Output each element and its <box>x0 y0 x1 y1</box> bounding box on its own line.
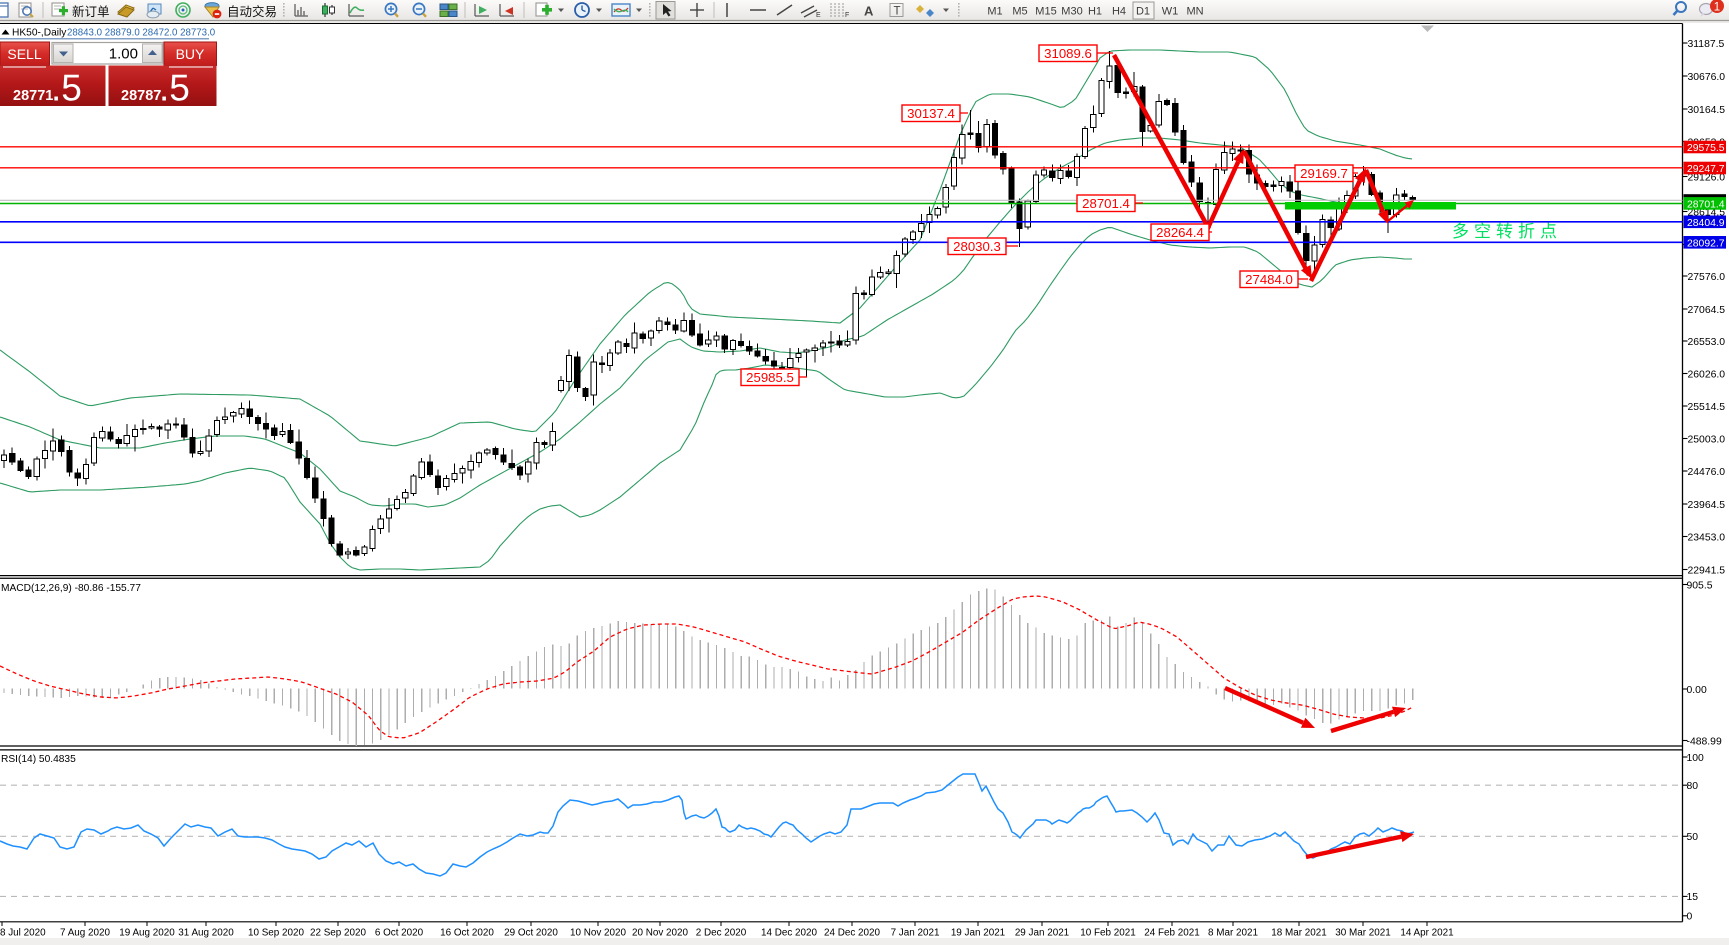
svg-text:30137.4: 30137.4 <box>907 106 955 121</box>
svg-text:8 Jul 2020: 8 Jul 2020 <box>0 928 46 939</box>
svg-text:27064.5: 27064.5 <box>1688 305 1726 316</box>
svg-text:HK50-,Daily: HK50-,Daily <box>12 28 67 39</box>
svg-text:28771: 28771 <box>13 88 53 104</box>
svg-text:自动交易: 自动交易 <box>227 4 277 19</box>
svg-text:30676.0: 30676.0 <box>1688 72 1726 83</box>
svg-text:24476.0: 24476.0 <box>1688 467 1726 478</box>
svg-text:100: 100 <box>1687 753 1705 764</box>
svg-text:新订单: 新订单 <box>72 4 110 19</box>
svg-text:MN: MN <box>1186 6 1203 18</box>
svg-text:905.5: 905.5 <box>1687 580 1713 591</box>
svg-text:80: 80 <box>1687 781 1699 792</box>
svg-text:F: F <box>845 12 849 19</box>
svg-text:15: 15 <box>1687 892 1699 903</box>
svg-text:29 Oct 2020: 29 Oct 2020 <box>504 928 558 939</box>
svg-text:26553.0: 26553.0 <box>1688 337 1726 348</box>
svg-text:28404.9: 28404.9 <box>1687 218 1725 229</box>
svg-text:28787: 28787 <box>121 88 161 104</box>
svg-text:29126.0: 29126.0 <box>1688 172 1726 183</box>
svg-text:28614.5: 28614.5 <box>1688 207 1726 218</box>
svg-text:0.00: 0.00 <box>1687 685 1707 696</box>
svg-text:10 Sep 2020: 10 Sep 2020 <box>248 928 305 939</box>
svg-text:多空转折点: 多空转折点 <box>1452 222 1562 241</box>
svg-text:28701.4: 28701.4 <box>1687 199 1725 210</box>
svg-text:SELL: SELL <box>7 46 41 62</box>
svg-text:1.00: 1.00 <box>109 46 138 63</box>
svg-text:30164.5: 30164.5 <box>1688 105 1726 116</box>
svg-text:-488.99: -488.99 <box>1687 736 1722 747</box>
svg-text:29 Jan 2021: 29 Jan 2021 <box>1015 928 1070 939</box>
svg-text:24 Feb 2021: 24 Feb 2021 <box>1144 928 1200 939</box>
svg-text:MACD(12,26,9) -80.86 -155.77: MACD(12,26,9) -80.86 -155.77 <box>1 583 141 594</box>
svg-text:H1: H1 <box>1088 6 1102 18</box>
svg-text:M15: M15 <box>1035 6 1056 18</box>
svg-text:M1: M1 <box>987 6 1002 18</box>
svg-text:20 Nov 2020: 20 Nov 2020 <box>632 928 689 939</box>
svg-text:29247.7: 29247.7 <box>1687 164 1725 175</box>
svg-text:27484.0: 27484.0 <box>1245 272 1293 287</box>
svg-text:M30: M30 <box>1061 6 1082 18</box>
svg-text:8 Mar 2021: 8 Mar 2021 <box>1208 928 1258 939</box>
svg-text:23453.0: 23453.0 <box>1688 532 1726 543</box>
svg-text:31187.5: 31187.5 <box>1688 39 1725 50</box>
svg-text:28701.4: 28701.4 <box>1082 196 1130 211</box>
svg-text:T: T <box>894 6 901 18</box>
svg-text:28264.4: 28264.4 <box>1156 225 1204 240</box>
svg-text:.5: .5 <box>159 68 190 109</box>
svg-text:19 Jan 2021: 19 Jan 2021 <box>951 928 1006 939</box>
svg-text:19 Aug 2020: 19 Aug 2020 <box>119 928 175 939</box>
svg-text:2 Dec 2020: 2 Dec 2020 <box>696 928 747 939</box>
svg-text:10 Nov 2020: 10 Nov 2020 <box>570 928 627 939</box>
svg-text:7 Jan 2021: 7 Jan 2021 <box>891 928 940 939</box>
svg-text:30 Mar 2021: 30 Mar 2021 <box>1335 928 1391 939</box>
svg-text:27576.0: 27576.0 <box>1688 272 1726 283</box>
svg-text:14 Apr 2021: 14 Apr 2021 <box>1400 928 1454 939</box>
svg-text:W1: W1 <box>1162 6 1179 18</box>
svg-text:25985.5: 25985.5 <box>746 370 794 385</box>
svg-text:BUY: BUY <box>176 46 205 62</box>
svg-text:H4: H4 <box>1112 6 1126 18</box>
svg-text:28030.3: 28030.3 <box>953 239 1001 254</box>
svg-text:25514.5: 25514.5 <box>1688 402 1726 413</box>
svg-text:7 Aug 2020: 7 Aug 2020 <box>60 928 110 939</box>
svg-text:16 Oct 2020: 16 Oct 2020 <box>440 928 494 939</box>
svg-text:22 Sep 2020: 22 Sep 2020 <box>310 928 367 939</box>
svg-text:31 Aug 2020: 31 Aug 2020 <box>178 928 234 939</box>
svg-text:28843.0 28879.0 28472.0 28773.: 28843.0 28879.0 28472.0 28773.0 <box>67 28 216 39</box>
svg-text:A: A <box>864 4 874 19</box>
svg-text:29575.5: 29575.5 <box>1687 143 1725 154</box>
svg-text:10 Feb 2021: 10 Feb 2021 <box>1080 928 1136 939</box>
svg-text:24 Dec 2020: 24 Dec 2020 <box>824 928 881 939</box>
svg-text:E: E <box>816 12 821 19</box>
svg-text:RSI(14) 50.4835: RSI(14) 50.4835 <box>1 754 76 765</box>
svg-text:.5: .5 <box>51 68 82 109</box>
svg-text:50: 50 <box>1687 832 1699 843</box>
svg-text:26026.0: 26026.0 <box>1688 369 1726 380</box>
svg-text:22941.5: 22941.5 <box>1688 565 1726 576</box>
svg-text:25003.0: 25003.0 <box>1688 434 1726 445</box>
svg-text:28092.7: 28092.7 <box>1687 238 1725 249</box>
svg-text:0: 0 <box>1687 912 1693 923</box>
svg-text:18 Mar 2021: 18 Mar 2021 <box>1271 928 1327 939</box>
svg-text:D1: D1 <box>1136 6 1150 18</box>
svg-text:31089.6: 31089.6 <box>1044 46 1092 61</box>
svg-text:M5: M5 <box>1012 6 1027 18</box>
svg-text:1: 1 <box>1714 2 1720 14</box>
svg-text:6 Oct 2020: 6 Oct 2020 <box>375 928 424 939</box>
svg-text:14 Dec 2020: 14 Dec 2020 <box>761 928 818 939</box>
svg-text:29169.7: 29169.7 <box>1300 166 1348 181</box>
svg-text:23964.5: 23964.5 <box>1688 500 1726 511</box>
